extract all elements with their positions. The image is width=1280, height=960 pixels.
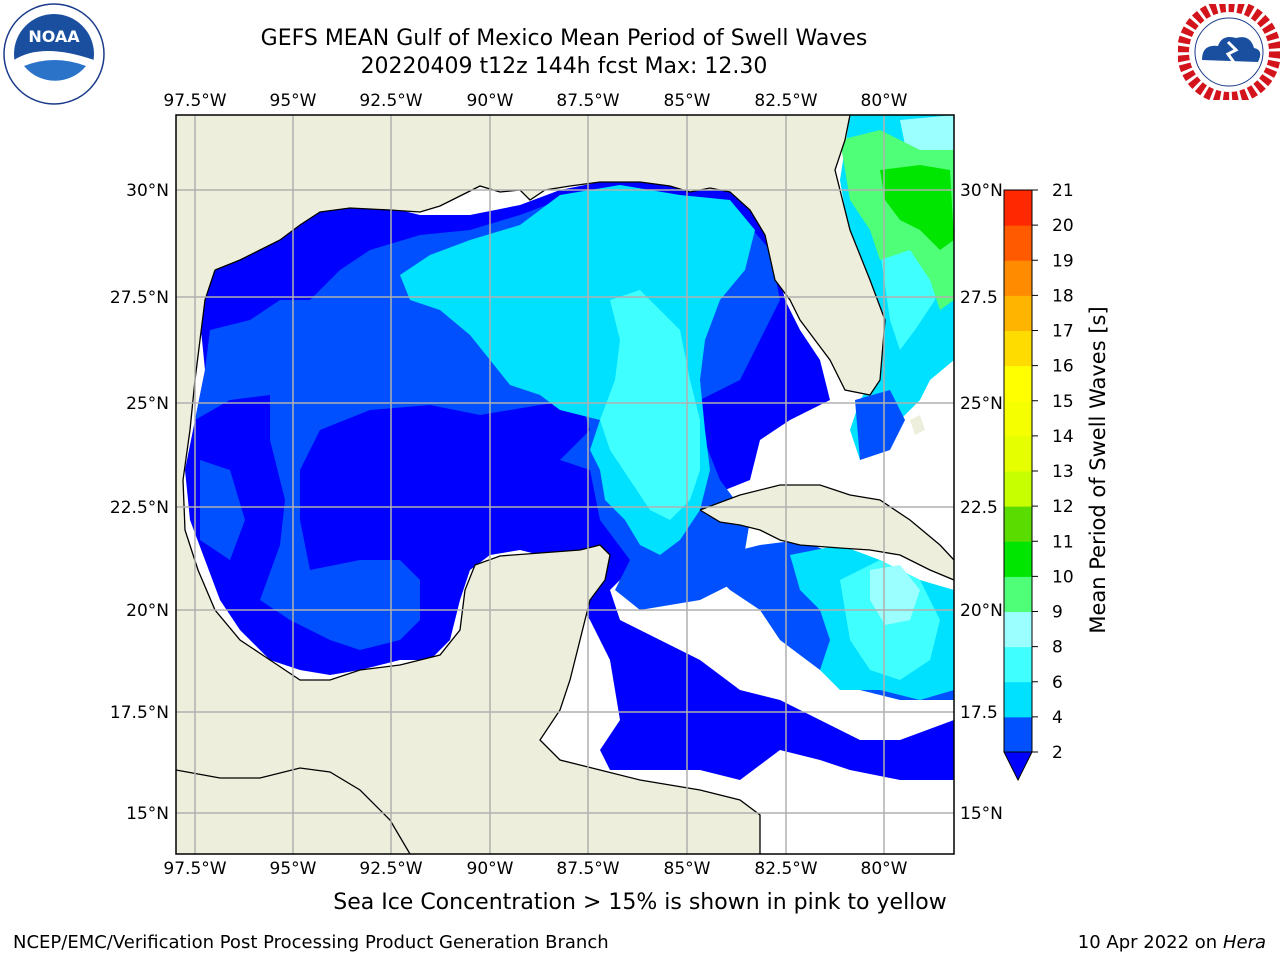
lon-label-top: 92.5°W — [359, 91, 422, 111]
colorbar-tick-label: 17 — [1052, 322, 1074, 342]
lat-label-left: 25°N — [126, 394, 169, 414]
lon-label-top: 85°W — [664, 91, 711, 111]
colorbar-tick-label: 11 — [1052, 532, 1074, 552]
lat-label-right: 20°N — [960, 601, 1003, 621]
colorbar-segment — [1004, 576, 1032, 612]
svg-text:NOAA: NOAA — [28, 27, 80, 46]
host-name: Hera — [1222, 932, 1266, 953]
lat-label-left: 30°N — [126, 181, 169, 201]
atlantic-swell-10-11 — [880, 165, 954, 250]
colorbar-segment — [1004, 435, 1032, 472]
colorbar: 2 4 6 8 9 10 11 12 13 14 15 16 17 18 19 20 21 — [1003, 181, 1074, 782]
bahamas-land — [910, 415, 925, 435]
colorbar-tick-label: 19 — [1052, 251, 1074, 271]
lat-label-left: 27.5°N — [110, 288, 169, 308]
lat-label-left: 22.5°N — [110, 498, 169, 518]
pacific-coastline — [176, 767, 411, 854]
us-gulf-coast-land — [176, 115, 885, 854]
lon-label-top: 82.5°W — [754, 91, 817, 111]
nws-logo — [1178, 4, 1280, 100]
colorbar-tick-label: 15 — [1052, 392, 1074, 412]
colorbar-label: Mean Period of Swell Waves [s] — [1086, 306, 1110, 634]
colorbar-segment — [1004, 541, 1032, 577]
colorbar-tick-label: 4 — [1052, 708, 1063, 728]
colorbar-segment — [1004, 646, 1032, 683]
colorbar-tick-label: 9 — [1052, 603, 1063, 623]
colorbar-tick-label: 2 — [1052, 743, 1063, 763]
colorbar-segment — [1004, 330, 1032, 367]
chart-subtitle: 20220409 t12z 144h fcst Max: 12.30 — [360, 54, 768, 79]
lon-label-bottom: 85°W — [664, 859, 711, 879]
colorbar-segment — [1004, 471, 1032, 507]
lat-label-left: 20°N — [126, 601, 169, 621]
colorbar-segment — [1004, 365, 1032, 402]
lon-label-top: 90°W — [467, 91, 514, 111]
chart-title: GEFS MEAN Gulf of Mexico Mean Period of … — [260, 26, 868, 51]
map-frame — [175, 114, 955, 855]
colorbar-tick-label: 14 — [1052, 427, 1074, 447]
lat-label-left: 15°N — [126, 804, 169, 824]
colorbar-segment — [1004, 506, 1032, 542]
colorbar-segment — [1004, 225, 1032, 261]
colorbar-tick-label: 6 — [1052, 673, 1063, 693]
us-gulf-coastline — [214, 115, 886, 396]
map-gridlines — [176, 115, 954, 854]
lon-label-bottom: 92.5°W — [359, 859, 422, 879]
lat-label-right: 30°N — [960, 181, 1003, 201]
cuba-land — [700, 485, 954, 580]
colorbar-segment — [1004, 611, 1032, 648]
colorbar-segment — [1004, 681, 1032, 718]
credit-text: NCEP/EMC/Verification Post Processing Pr… — [13, 932, 609, 953]
latitude-labels-left: 30°N 27.5°N 25°N 22.5°N 20°N 17.5°N 15°N — [110, 181, 169, 824]
colorbar-tick-label: 10 — [1052, 567, 1074, 587]
longitude-labels-top: 97.5°W 95°W 92.5°W 90°W 87.5°W 85°W 82.5°W 80°W — [163, 91, 907, 111]
lat-label-left: 17.5°N — [110, 703, 169, 723]
colorbar-segment — [1004, 190, 1032, 226]
cuba-coastline — [699, 484, 954, 581]
lon-label-top: 95°W — [270, 91, 317, 111]
longitude-labels-bottom: 97.5°W 95°W 92.5°W 90°W 87.5°W 85°W 82.5°W 80°W — [163, 859, 907, 879]
map-area — [176, 115, 954, 854]
colorbar-tick-label: 8 — [1052, 638, 1063, 658]
lon-label-bottom: 87.5°W — [556, 859, 619, 879]
sea-ice-note: Sea Ice Concentration > 15% is shown in … — [333, 890, 947, 915]
gulf-swell-2-4-south — [200, 460, 245, 560]
colorbar-tick-label: 21 — [1052, 181, 1074, 201]
lon-label-top: 87.5°W — [556, 91, 619, 111]
colorbar-segment — [1004, 400, 1032, 437]
colorbar-tick-label: 16 — [1052, 357, 1074, 377]
lon-label-bottom: 82.5°W — [754, 859, 817, 879]
colorbar-tick-label: 20 — [1052, 216, 1074, 236]
noaa-logo: NOAA — [3, 3, 105, 105]
gulf-swell-6-8 — [600, 290, 700, 520]
colorbar-segment — [1004, 295, 1032, 331]
date-host-text: 10 Apr 2022 on Hera — [1078, 932, 1266, 953]
lat-label-right: 25°N — [960, 394, 1003, 414]
lon-label-top: 97.5°W — [163, 91, 226, 111]
lat-label-right: 22.5 — [960, 498, 998, 518]
atlantic-swell-2-4-south — [855, 390, 905, 460]
lon-label-bottom: 97.5°W — [163, 859, 226, 879]
colorbar-segment — [1004, 260, 1032, 296]
lon-label-bottom: 90°W — [467, 859, 514, 879]
lon-label-bottom: 80°W — [861, 859, 908, 879]
colorbar-tick-label: 13 — [1052, 462, 1074, 482]
lat-label-right: 15°N — [960, 804, 1003, 824]
colorbar-extend-arrow — [1003, 751, 1033, 782]
run-date: 10 Apr 2022 on — [1077, 932, 1223, 953]
colorbar-tick-label: 18 — [1052, 286, 1074, 306]
lon-label-bottom: 95°W — [270, 859, 317, 879]
lat-label-right: 27.5 — [960, 288, 998, 308]
colorbar-segment — [1004, 716, 1032, 753]
lat-label-right: 17.5 — [960, 703, 998, 723]
latitude-labels-right: 30°N 27.5 25°N 22.5 20°N 17.5 15°N — [960, 181, 1003, 824]
colorbar-tick-label: 12 — [1052, 497, 1074, 517]
mexico-coastline — [182, 269, 761, 854]
lon-label-top: 80°W — [861, 91, 908, 111]
